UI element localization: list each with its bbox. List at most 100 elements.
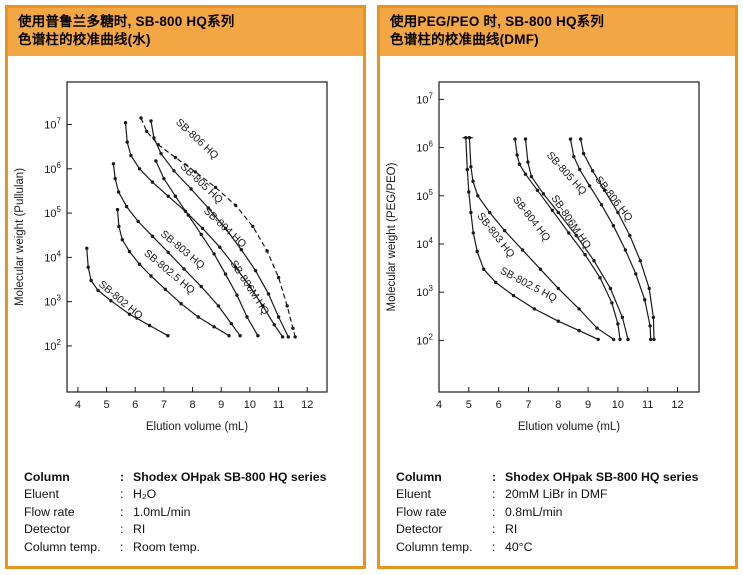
data-point-marker [166,333,170,338]
data-point-marker [592,258,596,263]
series-label-sb-805-hq: SB-805 HQ [178,160,225,205]
data-point-marker [89,278,93,282]
x-tick-label: 10 [612,399,624,411]
data-point-marker [162,176,166,180]
x-tick-label: 8 [189,399,195,411]
y-tick-label: 105 [416,187,433,202]
data-point-marker [494,280,498,284]
data-point-marker [199,284,203,288]
data-point-marker [186,213,190,217]
data-point-marker [150,234,155,238]
panel-pullulan-water: 使用普鲁兰多糖时, SB-800 HQ系列 色谱柱的校准曲线(水) 4 5 6 7 8 9… [5,5,366,569]
series-line-sb-806m-hq [155,160,259,336]
series-label-sb-802-hq: SB-802 HQ [96,278,145,322]
data-point-marker [150,180,155,184]
data-point-marker [233,203,238,207]
condition-colon: : [492,540,496,554]
condition-row: Detector: RI [24,521,363,539]
data-point-marker [261,303,265,308]
data-point-marker [111,161,116,166]
data-point-marker [515,152,519,157]
data-point-marker [124,204,129,208]
condition-row: Column temp.: Room temp. [24,539,363,557]
conditions-water: Column: Shodex OHpak SB-800 HQ series Elue… [24,469,363,557]
data-point-marker [238,333,242,338]
panel-dmf-title-line1: 使用PEG/PEO 时, SB-800 HQ系列 [390,14,605,29]
y-tick-label: 106 [44,160,61,175]
series-sb-805-hq: SB-805 HQ [544,137,653,341]
y-axis-ticks: 102 103 104 105 106 107 [416,91,444,347]
data-point-marker [634,271,638,276]
data-point-marker [532,306,537,311]
data-point-marker [216,303,221,308]
data-point-marker [137,166,142,171]
data-point-marker [149,273,153,278]
condition-label: Flow rate [24,504,75,519]
data-point-marker [647,286,651,290]
data-point-marker [199,232,203,236]
data-point-marker [156,142,160,147]
data-point-marker [556,319,560,323]
condition-label: Column temp. [396,540,473,554]
x-tick-label: 5 [103,399,109,411]
x-tick-label: 7 [525,399,531,411]
x-tick-label: 6 [132,399,138,411]
data-point-marker [538,267,543,271]
data-point-marker [117,224,121,228]
data-point-marker [471,230,475,235]
data-point-marker [233,265,238,269]
data-point-marker [610,300,614,305]
panel-dmf-header: 使用PEG/PEO 时, SB-800 HQ系列 色谱柱的校准曲线(DMF) [380,8,735,56]
data-point-marker [256,333,260,338]
condition-label: Detector [24,522,71,537]
y-tick-label: 106 [416,139,433,154]
data-point-marker [127,249,132,253]
data-point-marker [482,267,486,271]
condition-row: Flow rate:0.8mL/min [396,504,735,522]
data-point-marker [154,158,158,163]
data-point-marker [251,224,255,228]
condition-colon: : [120,540,124,554]
data-point-marker [541,191,546,196]
x-tick-label: 5 [466,399,472,411]
data-point-marker [245,314,249,319]
plot-box [66,81,328,393]
data-point-marker [476,193,480,198]
data-point-marker [643,297,647,302]
calibration-chart-water-svg: 4 5 6 7 8 9 10 11 12 102 103 104 105 106 107 Elution vo… [14,81,328,433]
data-point-marker [120,237,125,242]
data-point-marker [227,333,231,338]
series-line-sb-804-hq [124,122,284,337]
data-point-marker [196,314,200,319]
y-tick-label: 104 [416,236,433,251]
condition-label: Column [24,469,70,484]
data-point-marker [166,194,170,198]
data-point-marker [293,334,297,339]
y-tick-label: 107 [416,91,433,106]
data-point-marker [577,328,581,332]
data-point-marker [526,160,530,164]
data-point-marker [159,151,163,155]
data-point-marker [145,129,149,133]
data-point-marker [574,233,578,237]
calibration-chart-dmf: 4 5 6 7 8 9 10 11 12 102 103 104 105 106 107 Elution vo… [383,70,735,448]
data-point-marker [471,179,475,183]
data-point-marker [189,186,193,191]
data-point-marker [469,164,473,169]
data-point-marker [581,151,586,155]
panel-water-title-line2: 色谱柱的校准曲线(水) [18,31,151,47]
data-point-marker [464,135,468,140]
data-point-marker [572,154,576,158]
data-point-marker [608,286,613,290]
y-tick-label: 103 [44,293,61,308]
series-label-sb-806-hq: SB-806 HQ [173,116,220,161]
y-axis-label: Molecular weight (PEG/PEO) [386,162,398,311]
condition-value: 40°C [505,540,533,554]
data-point-marker [179,301,183,306]
x-tick-label: 9 [218,399,224,411]
x-axis-ticks: 4 5 6 7 8 9 10 11 12 [75,386,313,411]
condition-value: 0.8mL/min [505,504,563,519]
condition-colon: : [120,504,124,519]
series-line-sb-802-hq [86,247,169,336]
condition-value: Shodex OHpak SB-800 HQ series [133,469,327,484]
